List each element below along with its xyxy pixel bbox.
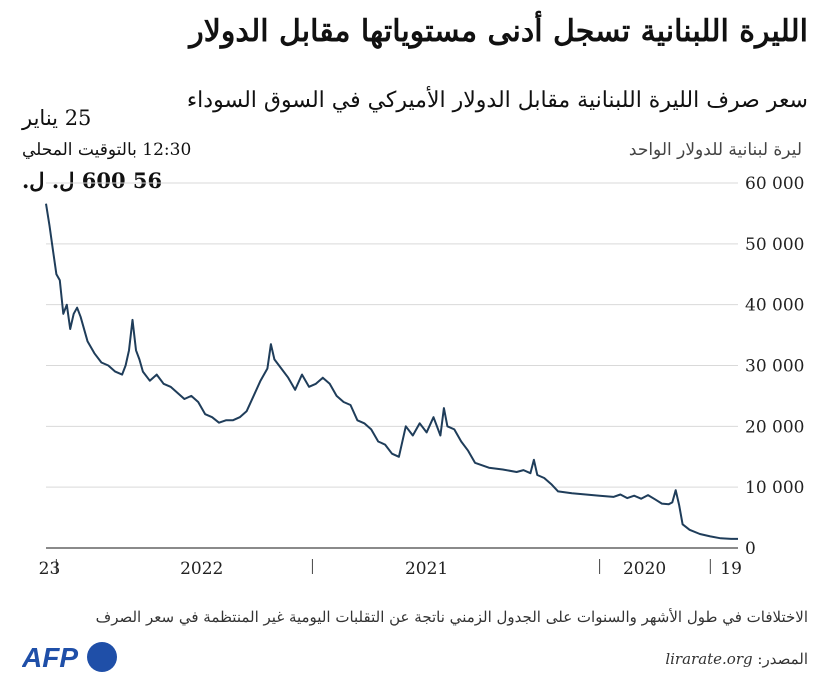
y-tick-label: 20 000 [745, 417, 804, 437]
latest-value-annotation: 56 600 ل. ل. [22, 168, 163, 193]
x-tick-label: 23 [39, 559, 61, 579]
y-tick-labels: 0 10 000 20 000 30 000 40 000 50 000 60 000 [745, 174, 804, 559]
source-credit: المصدر: lirarate.org [665, 650, 808, 668]
y-tick-label: 40 000 [745, 296, 804, 316]
chart-subtitle: سعر صرف الليرة اللبنانية مقابل الدولار ا… [186, 88, 808, 113]
latest-date-annotation: 25 يناير [22, 106, 92, 130]
y-tick-label: 60 000 [745, 174, 804, 194]
source-label: المصدر: [757, 650, 808, 668]
latest-time-annotation: 12:30 بالتوقيت المحلي [22, 140, 192, 160]
series-line [45, 203, 738, 540]
x-tick-label: 2020 [623, 559, 666, 579]
footnote: الاختلافات في طول الأشهر والسنوات على ال… [95, 608, 808, 626]
y-tick-label: 30 000 [745, 357, 804, 377]
chart-title: الليرة اللبنانية تسجل أدنى مستوياتها مقا… [189, 14, 808, 49]
y-tick-label: 0 [745, 539, 756, 559]
x-tick-label: 19 [720, 559, 742, 579]
grid-lines [46, 182, 738, 549]
y-axis-unit-label: ليرة لبنانية للدولار الواحد [628, 140, 802, 160]
x-axis: 19 2020 2021 2022 23 [39, 559, 742, 579]
y-tick-label: 10 000 [745, 478, 804, 498]
x-tick-label: 2022 [180, 559, 223, 579]
x-tick-label: 2021 [405, 559, 448, 579]
afp-logo-icon: AFP [22, 642, 117, 673]
y-tick-label: 50 000 [745, 235, 804, 255]
svg-text:AFP: AFP [22, 642, 78, 673]
source-site: lirarate.org [665, 650, 753, 668]
